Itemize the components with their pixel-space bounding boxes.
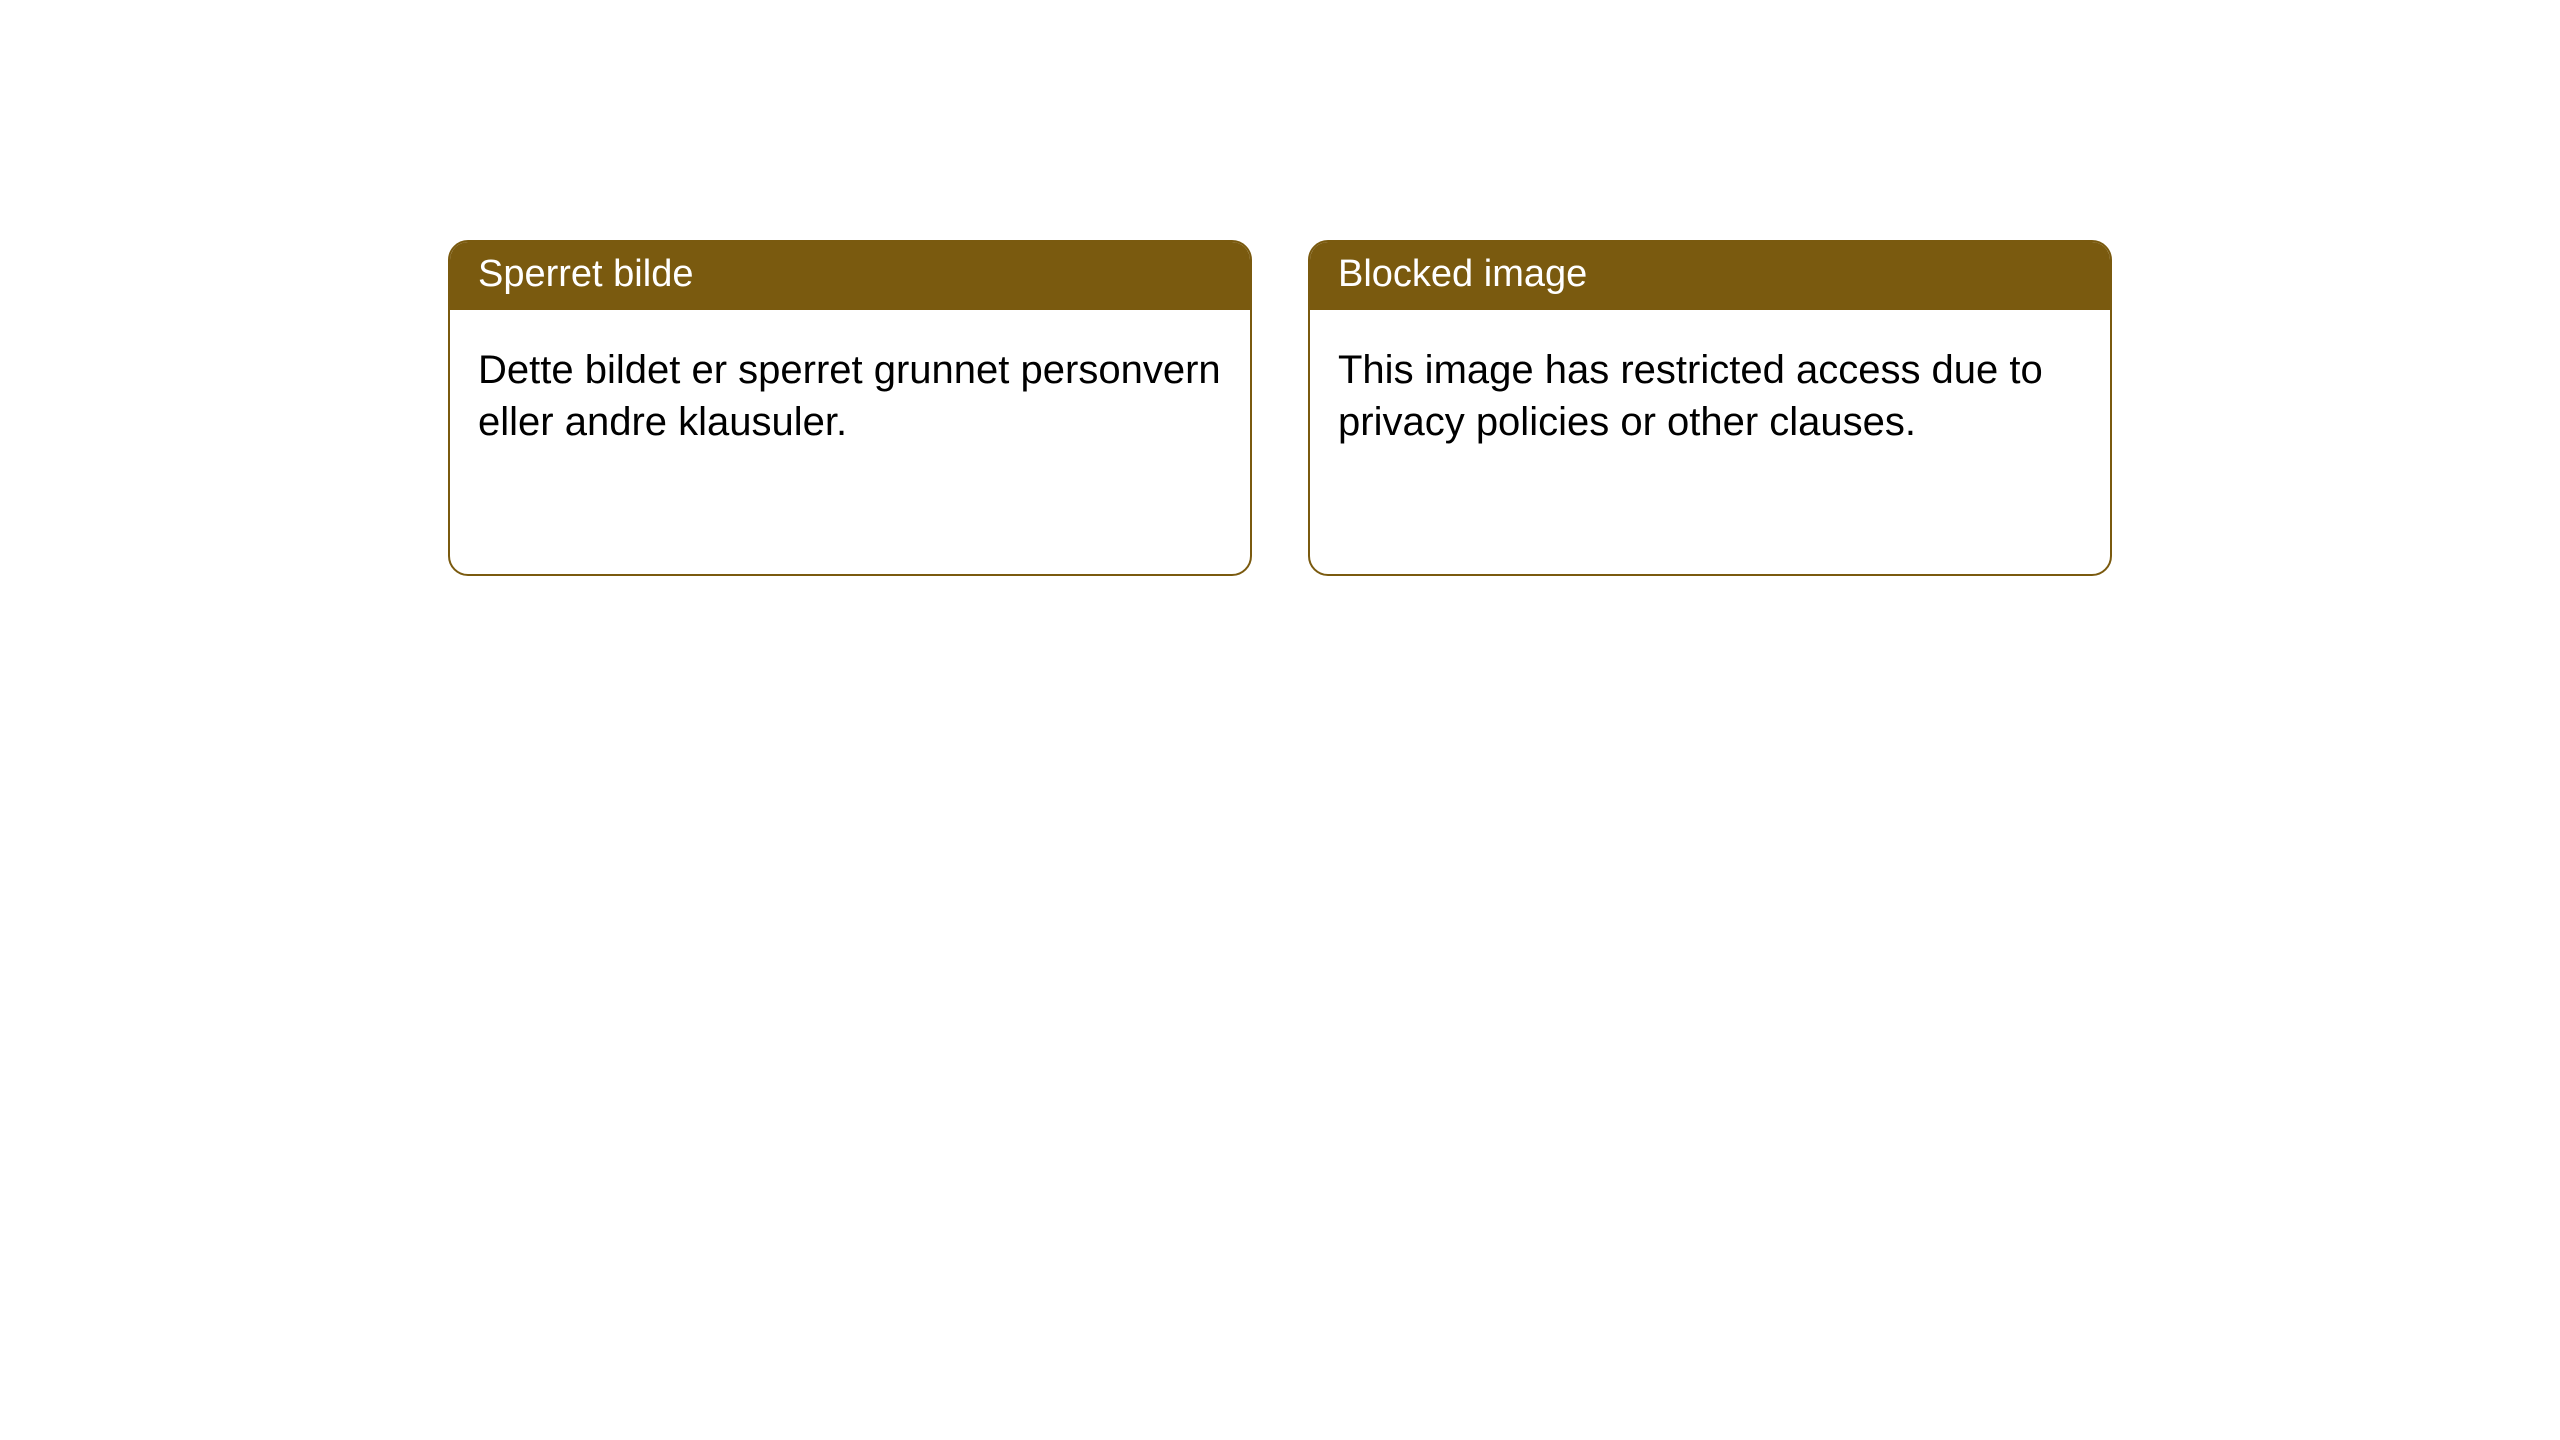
notice-header: Blocked image: [1310, 242, 2110, 310]
notice-body: Dette bildet er sperret grunnet personve…: [450, 310, 1250, 482]
notice-box-english: Blocked image This image has restricted …: [1308, 240, 2112, 576]
notice-box-norwegian: Sperret bilde Dette bildet er sperret gr…: [448, 240, 1252, 576]
notice-container: Sperret bilde Dette bildet er sperret gr…: [0, 0, 2560, 576]
notice-header: Sperret bilde: [450, 242, 1250, 310]
notice-body: This image has restricted access due to …: [1310, 310, 2110, 482]
